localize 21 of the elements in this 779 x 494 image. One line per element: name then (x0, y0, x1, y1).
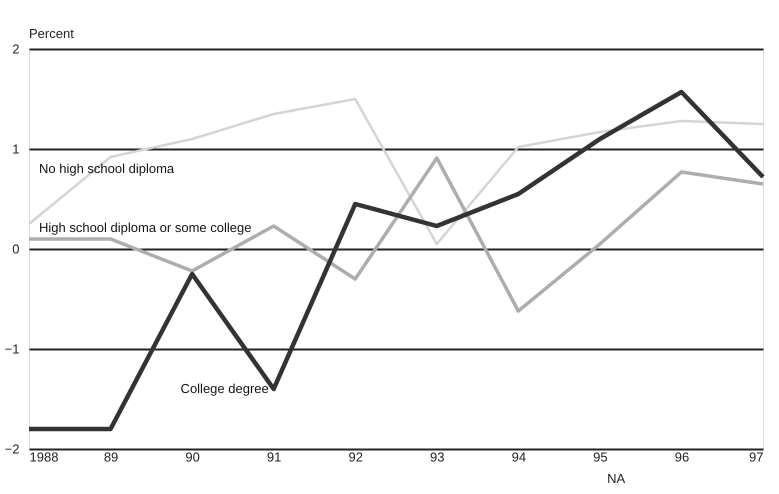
y-tick-label: −2 (4, 442, 20, 456)
y-tick-label: −1 (4, 342, 20, 356)
series-label: High school diploma or some college (39, 220, 252, 235)
series-label: College degree (180, 381, 269, 396)
y-tick-label: 0 (12, 242, 20, 256)
x-tick-label: 90 (185, 450, 200, 464)
y-tick-label: 2 (12, 42, 20, 56)
x-tick-label: 93 (430, 450, 445, 464)
x-tick-label: 89 (104, 450, 118, 464)
y-axis-title: Percent (29, 26, 74, 41)
x-tick-label: 94 (512, 450, 526, 464)
x-axis-title: NA (607, 471, 626, 486)
x-tick-label: 91 (266, 450, 282, 464)
x-tick-label: 92 (348, 450, 363, 464)
x-tick-label: 1988 (30, 450, 58, 464)
x-tick-label: 97 (749, 450, 764, 464)
y-tick-label: 1 (12, 142, 20, 156)
line-series (27, 156, 765, 313)
series-label: No high school diploma (39, 161, 175, 176)
x-tick-label: 96 (674, 450, 690, 464)
x-tick-label: 95 (593, 450, 608, 464)
